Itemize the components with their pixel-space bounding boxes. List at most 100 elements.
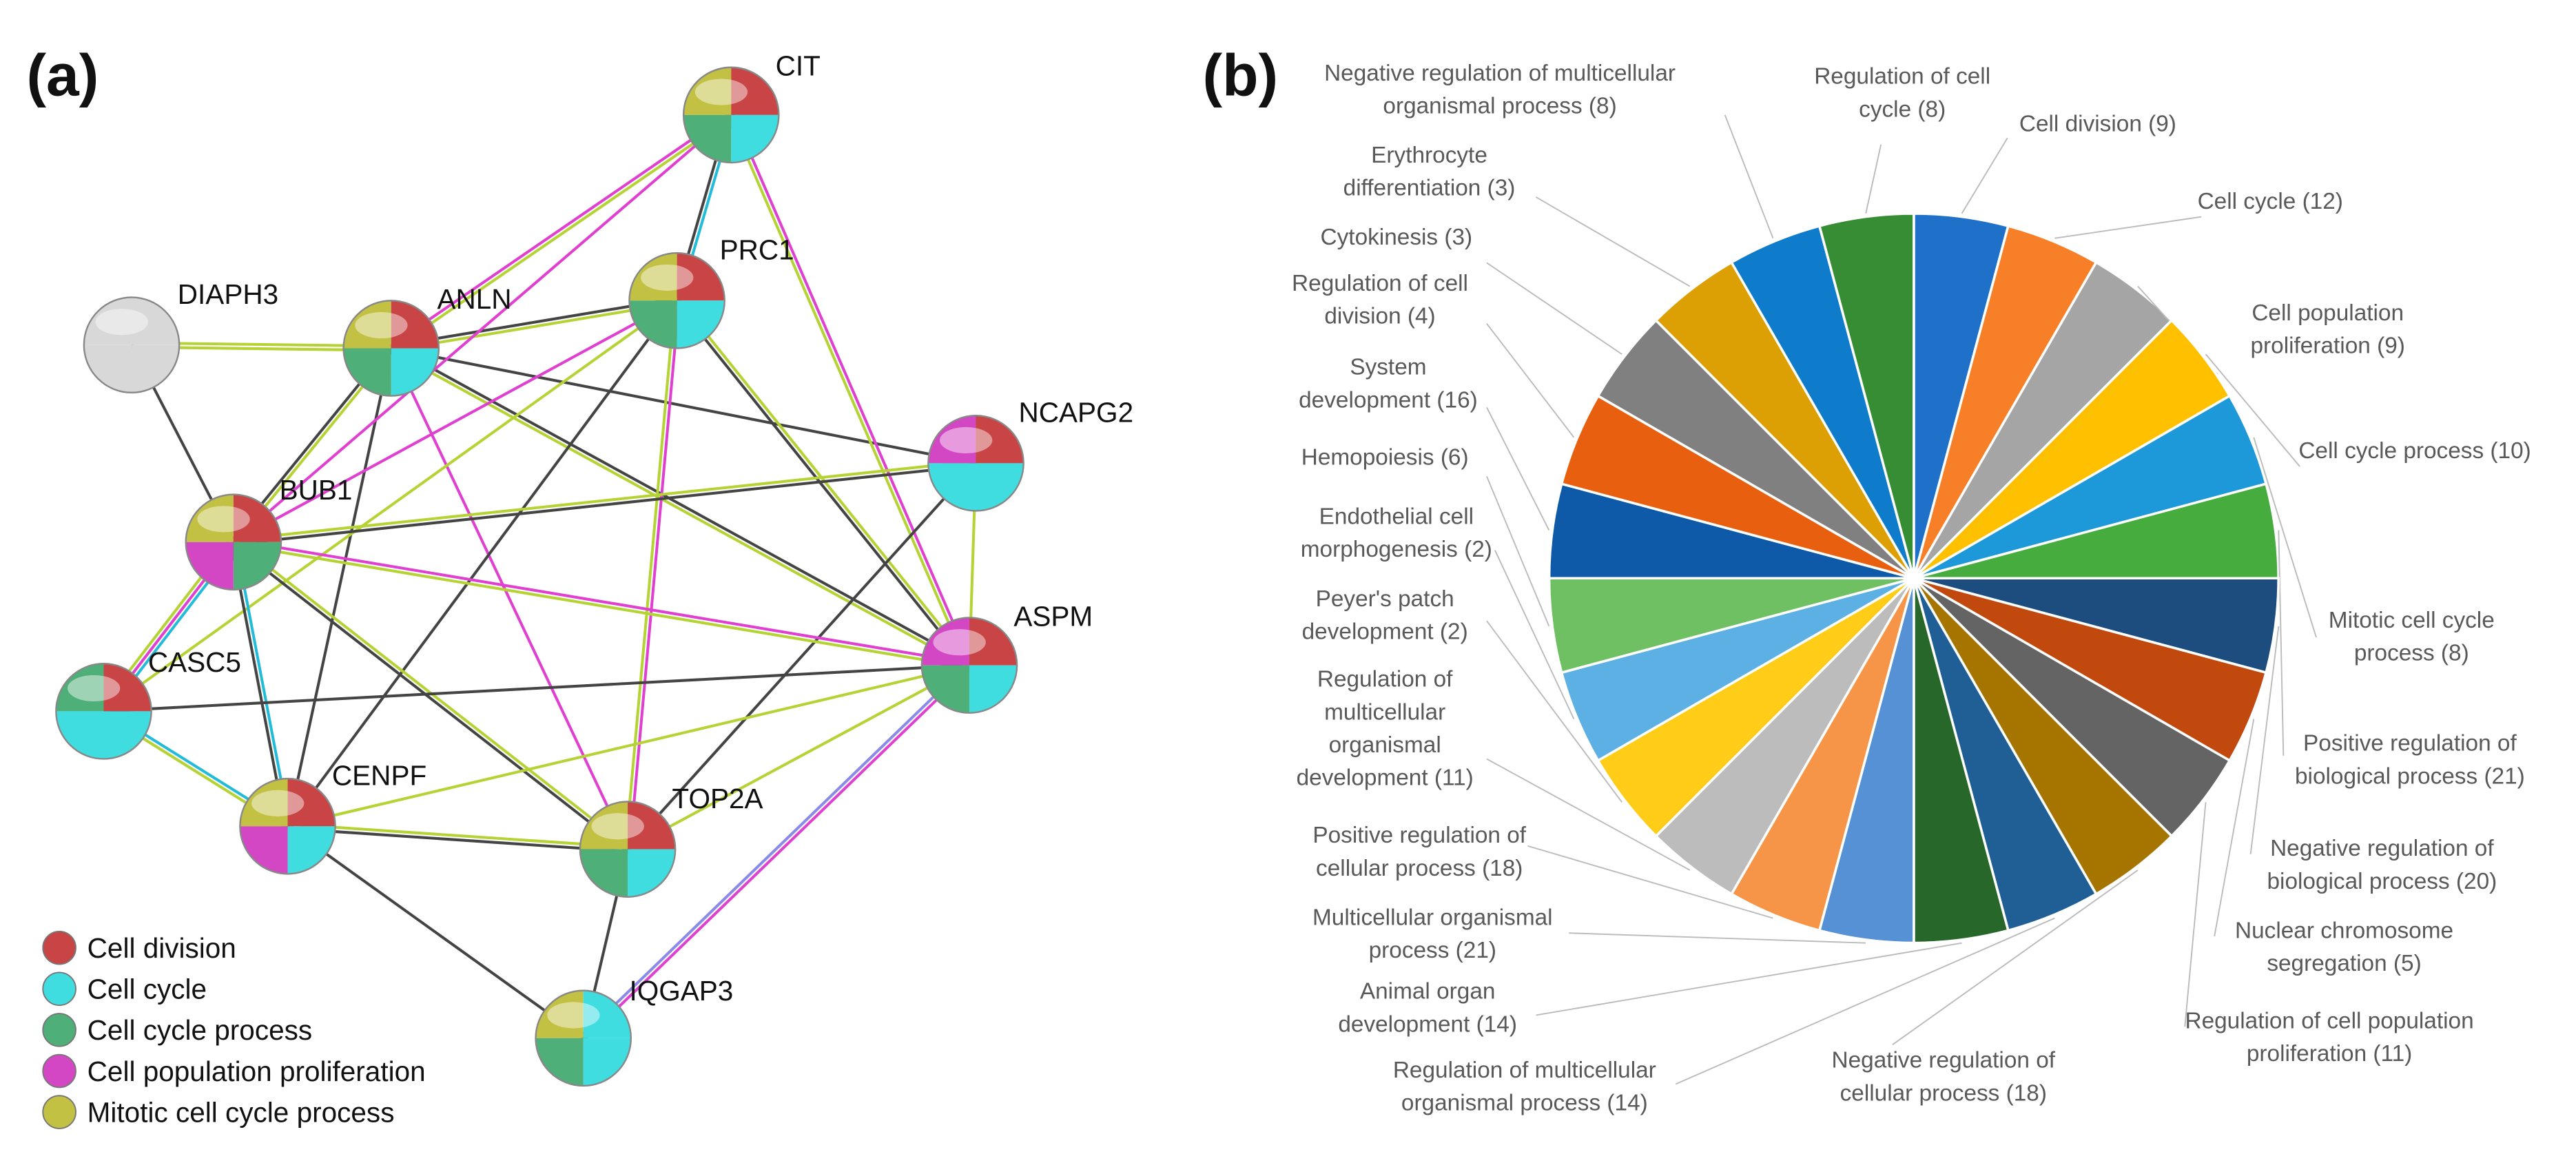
pie-slice <box>1817 212 1915 579</box>
node-sector <box>976 463 1024 511</box>
node-label: CASC5 <box>148 646 241 678</box>
leader-line <box>1892 869 2139 1046</box>
node-sector <box>391 300 439 349</box>
node-sector <box>583 1038 631 1086</box>
edge <box>728 115 969 667</box>
node-sector <box>132 344 180 393</box>
slice-label: organismal <box>1329 732 1441 758</box>
pie: Cell division (9) Cell cycle (12) Cell pop… <box>1292 61 2531 1116</box>
node-sector <box>287 779 336 827</box>
leader-line <box>1536 942 1962 1016</box>
slice-label: Cytokinesis (3) <box>1321 225 1473 250</box>
node-sector <box>976 415 1024 464</box>
leader-line <box>2249 626 2280 854</box>
slice-label: Multicellular organismal <box>1312 905 1553 930</box>
node-outline <box>55 663 152 760</box>
node-sector <box>583 990 631 1038</box>
node-sector <box>240 826 288 874</box>
slice-label: Cell division (9) <box>2019 112 2176 137</box>
slice-label: Regulation of cell <box>1292 271 1468 296</box>
legend-label: Mitotic cell cycle process <box>87 1096 395 1128</box>
node-sector <box>677 300 725 349</box>
node-highlight <box>68 675 121 702</box>
slice-label: cycle (8) <box>1859 96 1946 122</box>
leader-line <box>1536 196 1691 287</box>
node-sector <box>185 542 234 590</box>
node-label: CIT <box>776 50 821 82</box>
slice-label: cellular process (18) <box>1840 1080 2047 1106</box>
node-outline <box>927 415 1024 512</box>
node <box>628 251 725 349</box>
slice-label: System <box>1350 355 1426 380</box>
node-label: ASPM <box>1013 600 1093 632</box>
node-sector <box>731 114 779 163</box>
slice-label: Cell cycle (12) <box>2198 189 2343 214</box>
leader-line <box>1486 620 1622 803</box>
node-sector <box>287 826 336 874</box>
slice-label: Endothelial cell <box>1319 504 1474 530</box>
node-highlight <box>355 311 408 339</box>
node-sector <box>928 463 976 511</box>
node-highlight <box>591 813 644 840</box>
leader-line <box>2278 530 2285 756</box>
edge <box>626 462 978 850</box>
slice-label: Regulation of cell <box>1814 64 1990 90</box>
leader-line <box>1569 932 1866 944</box>
node <box>239 777 336 875</box>
edge <box>232 114 732 544</box>
edge <box>286 348 393 827</box>
slice-label: Negative regulation of <box>1832 1048 2056 1073</box>
edge <box>627 663 970 851</box>
node <box>342 300 440 397</box>
node-sector <box>628 849 676 897</box>
node-sector <box>233 494 281 542</box>
edge <box>391 344 971 665</box>
edge <box>287 663 970 828</box>
node-sector <box>185 494 234 542</box>
slice-label: Hemopoiesis (6) <box>1301 445 1469 471</box>
node-sector <box>83 344 132 393</box>
edge <box>391 115 734 351</box>
edge <box>233 542 969 669</box>
node-label: CENPF <box>332 760 426 792</box>
slice-label: biological process (21) <box>2295 763 2525 789</box>
legend-swatch <box>42 1053 76 1089</box>
leader-line <box>1961 137 2008 214</box>
node-highlight <box>95 309 148 336</box>
slice-label: Peyer's patch <box>1316 586 1454 612</box>
node-sector <box>103 711 152 759</box>
node-sector <box>921 617 969 666</box>
node-outline <box>239 777 336 875</box>
legend-label: Cell division <box>87 932 236 964</box>
node-label: DIAPH3 <box>178 278 278 310</box>
node <box>579 801 677 898</box>
node-label: NCAPG2 <box>1018 397 1133 429</box>
node-sector <box>103 663 152 712</box>
node <box>185 493 282 591</box>
legend-swatch <box>42 971 76 1007</box>
nodes: CIT PRC1 ANLN DIAPH3 NCAPG2 BUB1 ASPM CASC5 CENP… <box>55 50 1133 1087</box>
node-highlight <box>547 1002 600 1029</box>
node <box>927 415 1024 512</box>
slice-label: Negative regulation of multicellular <box>1324 61 1676 86</box>
edge <box>103 299 678 712</box>
legend-label: Cell cycle process <box>87 1014 312 1046</box>
node-sector <box>343 348 391 396</box>
edge <box>581 662 969 1038</box>
slice-label: development (14) <box>1338 1011 1517 1037</box>
node <box>83 296 181 394</box>
node-label: BUB1 <box>280 474 353 506</box>
slice-label: Regulation of <box>1317 667 1453 692</box>
legend-swatch <box>42 930 76 965</box>
leader-line <box>2253 437 2317 638</box>
leader-line <box>1486 406 1550 531</box>
leader-line <box>1527 845 1773 919</box>
node-outline <box>535 989 632 1087</box>
edge <box>389 347 629 850</box>
edge <box>389 112 731 348</box>
node-sector <box>928 415 976 464</box>
node-sector <box>579 801 628 850</box>
slice-label: Cell cycle process (10) <box>2298 438 2531 464</box>
